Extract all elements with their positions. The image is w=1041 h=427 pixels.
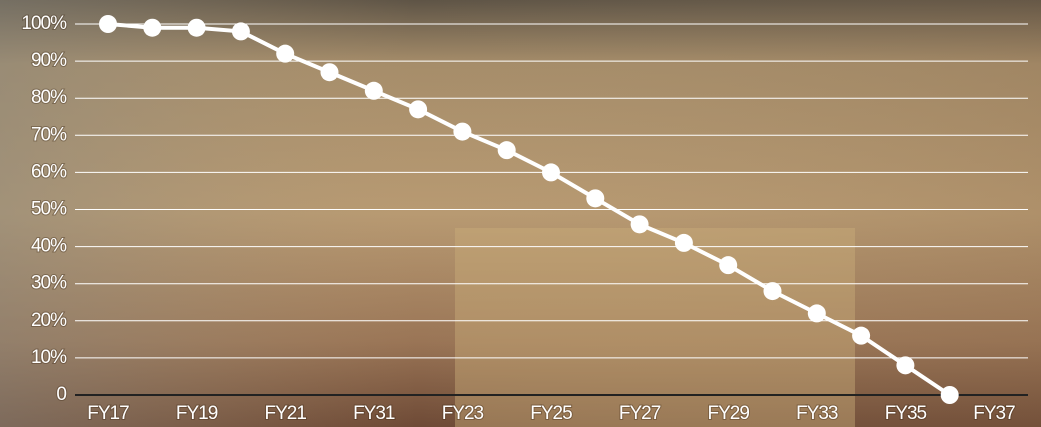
x-tick-label: FY29 bbox=[707, 403, 749, 424]
data-point bbox=[453, 122, 472, 141]
y-tick-label: 40% bbox=[31, 236, 67, 257]
data-point bbox=[586, 189, 605, 208]
data-point bbox=[542, 163, 560, 182]
data-point bbox=[852, 326, 871, 345]
x-tick-label: FY23 bbox=[442, 403, 484, 424]
y-tick-label: 80% bbox=[31, 87, 67, 108]
data-point bbox=[143, 18, 162, 37]
x-tick-label: FY37 bbox=[973, 403, 1015, 424]
y-tick-label: 20% bbox=[31, 310, 67, 331]
data-point bbox=[807, 304, 826, 323]
y-tick-label: 10% bbox=[31, 347, 67, 368]
data-point bbox=[719, 256, 738, 275]
data-point bbox=[364, 81, 383, 100]
y-tick-label: 0 bbox=[56, 384, 66, 405]
y-tick-label: 60% bbox=[31, 161, 67, 182]
data-point bbox=[763, 282, 782, 301]
x-tick-label: FY35 bbox=[885, 403, 927, 424]
data-point bbox=[497, 141, 516, 160]
y-tick-label: 90% bbox=[31, 50, 67, 71]
background-block bbox=[455, 228, 855, 427]
y-tick-label: 100% bbox=[21, 13, 67, 34]
x-tick-label: FY17 bbox=[87, 403, 129, 424]
data-point bbox=[276, 44, 295, 63]
x-tick-label: FY25 bbox=[530, 403, 572, 424]
y-tick-label: 70% bbox=[31, 124, 67, 145]
data-point bbox=[99, 15, 117, 33]
y-tick-label: 50% bbox=[31, 199, 67, 220]
x-tick-label: FY33 bbox=[796, 403, 838, 424]
data-point bbox=[674, 233, 693, 252]
x-tick-label: FY31 bbox=[353, 403, 395, 424]
data-point bbox=[231, 22, 250, 41]
x-tick-label: FY27 bbox=[619, 403, 661, 424]
x-tick-label: FY19 bbox=[176, 403, 218, 424]
y-tick-label: 30% bbox=[31, 273, 67, 294]
data-point bbox=[896, 356, 915, 375]
data-point bbox=[940, 386, 959, 404]
data-point bbox=[409, 100, 428, 119]
data-point bbox=[187, 18, 206, 37]
data-point bbox=[630, 215, 649, 234]
data-point bbox=[320, 63, 339, 82]
x-tick-label: FY21 bbox=[264, 403, 306, 424]
